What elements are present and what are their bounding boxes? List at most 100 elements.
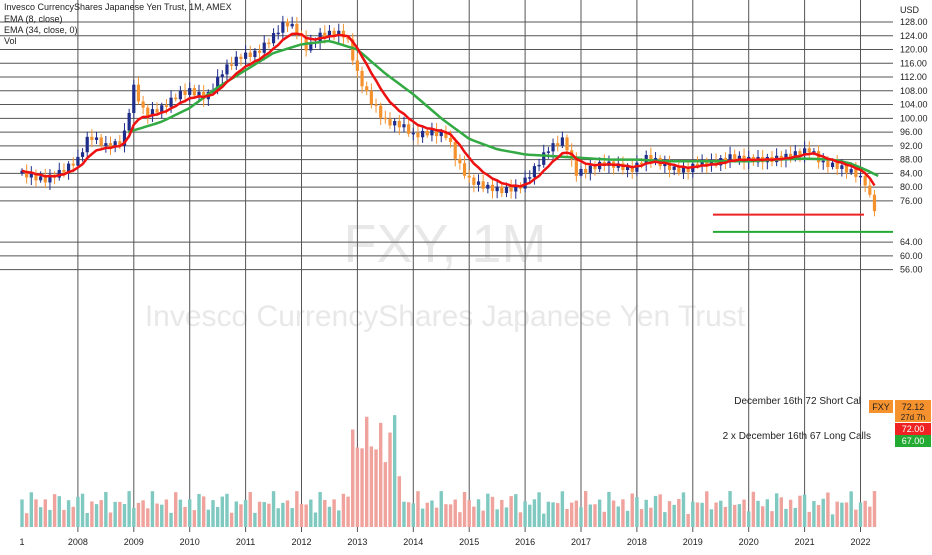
- candle-body: [723, 158, 728, 162]
- volume-bar: [94, 504, 99, 527]
- candle-body: [257, 50, 262, 53]
- volume-bar: [425, 502, 429, 527]
- volume-bar: [430, 500, 434, 527]
- volume-bar: [812, 501, 816, 527]
- volume-bar: [48, 509, 52, 527]
- candle-body: [803, 148, 807, 156]
- volume-bar: [57, 496, 61, 527]
- candle-body: [709, 160, 714, 166]
- volume-bar: [509, 496, 513, 527]
- y-tick-label: 60.00: [900, 251, 923, 261]
- x-tick-label: 2017: [571, 537, 591, 547]
- candle-body: [421, 130, 425, 138]
- candle-body: [66, 163, 71, 173]
- volume-bar: [178, 499, 183, 527]
- candle-body: [826, 160, 830, 168]
- indicator-ema34[interactable]: EMA (34, close, 0): [4, 25, 78, 35]
- x-tick-label: 2022: [850, 537, 870, 547]
- volume-bar: [355, 447, 360, 527]
- candle-body: [216, 76, 220, 90]
- volume-bar: [546, 501, 551, 527]
- volume-bar: [444, 504, 448, 527]
- x-tick-label: 2012: [291, 537, 311, 547]
- volume-bar: [66, 500, 71, 527]
- candle-body: [411, 132, 415, 135]
- volume-bar: [76, 496, 80, 527]
- candle-body: [332, 30, 336, 36]
- volume-bar: [29, 492, 34, 527]
- volume-bar: [439, 491, 443, 527]
- volume-bar: [420, 508, 425, 527]
- volume-bar: [38, 507, 43, 527]
- candle-body: [285, 21, 290, 27]
- candle-body: [388, 119, 392, 126]
- candle-body: [346, 37, 350, 40]
- candle-body: [248, 52, 252, 57]
- x-tick-label: 2015: [459, 537, 479, 547]
- candle-body: [677, 166, 681, 173]
- x-tick-label: 2014: [403, 537, 423, 547]
- indicator-volume[interactable]: Vol: [4, 36, 17, 46]
- long-price-text: 67.00: [902, 436, 925, 446]
- volume-bar: [602, 511, 606, 527]
- candle-body: [509, 187, 513, 192]
- volume-bar: [113, 501, 117, 527]
- volume-bar: [43, 499, 47, 527]
- volume-bar: [323, 499, 327, 527]
- volume-bar: [835, 501, 839, 527]
- volume-bar: [663, 512, 667, 527]
- candle-body: [174, 97, 178, 100]
- volume-bar: [765, 499, 770, 527]
- volume-bar: [630, 493, 634, 527]
- x-tick-label: 2011: [236, 537, 255, 547]
- volume-bar: [588, 504, 593, 527]
- candle-body: [337, 30, 341, 36]
- candle-body: [821, 160, 825, 163]
- candle-body: [854, 169, 858, 177]
- volume-bar: [281, 502, 285, 527]
- candle-body: [99, 137, 103, 146]
- candle-body: [71, 163, 75, 166]
- volume-bar: [742, 499, 746, 527]
- volume-bar: [872, 491, 877, 527]
- candle-body: [379, 105, 383, 118]
- volume-bar: [192, 510, 197, 527]
- candle-body: [309, 42, 313, 51]
- candle-body: [453, 142, 457, 159]
- volume-bar: [160, 504, 164, 527]
- volume-bar: [472, 506, 476, 527]
- candle-body: [374, 104, 378, 106]
- candle-body: [495, 186, 499, 192]
- volume-bar: [462, 491, 467, 527]
- x-tick-label: 2010: [180, 537, 200, 547]
- volume-bar: [360, 448, 364, 527]
- volume-bar: [481, 510, 485, 527]
- candle-body: [113, 141, 117, 148]
- candle-body: [444, 131, 448, 139]
- candle-body: [39, 176, 43, 181]
- candle-body: [271, 33, 276, 44]
- x-tick-label: 2016: [515, 537, 535, 547]
- volume-bar: [733, 504, 737, 527]
- candle-body: [290, 23, 294, 27]
- volume-bar: [616, 506, 620, 527]
- candle-body: [439, 131, 443, 137]
- volume-bar: [821, 498, 825, 527]
- volume-bar: [542, 513, 546, 527]
- volume-bar: [784, 508, 788, 527]
- y-tick-label: 108.00: [900, 86, 928, 96]
- candle-body: [486, 184, 490, 189]
- candle-body: [588, 165, 592, 173]
- x-tick-label: 2009: [124, 537, 144, 547]
- volume-bar: [774, 493, 779, 527]
- candle-body: [807, 148, 811, 153]
- volume-bar: [653, 495, 658, 527]
- indicator-ema8[interactable]: EMA (8, close): [4, 14, 63, 24]
- watermark-symbol: FXY, 1M: [343, 214, 546, 274]
- candle-body: [402, 124, 406, 128]
- candle-body: [407, 124, 411, 134]
- volume-bar: [556, 503, 560, 527]
- candle-body: [812, 151, 816, 153]
- candle-body: [80, 152, 85, 157]
- candle-body: [239, 56, 243, 59]
